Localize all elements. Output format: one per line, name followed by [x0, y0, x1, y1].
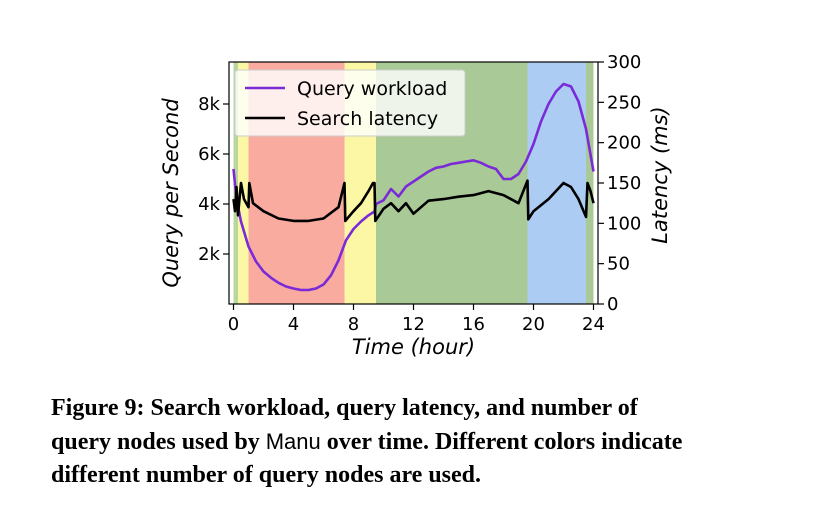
- x-tick-label: 16: [462, 314, 485, 335]
- right-y-tick-label: 250: [607, 92, 641, 113]
- right-y-axis-label: Latency (ms): [648, 106, 672, 243]
- x-axis: 0 4 8 12 16 20 24: [228, 304, 605, 335]
- left-y-tick-label: 4k: [198, 194, 220, 215]
- series-line-query-workload: [232, 82, 595, 292]
- right-y-tick-label: 100: [607, 213, 641, 234]
- left-y-tick-label: 8k: [198, 94, 220, 115]
- right-y-tick-label: 50: [607, 254, 630, 275]
- legend-box: [234, 69, 466, 137]
- right-y-tick-label: 300: [607, 52, 641, 73]
- right-y-tick-label: 150: [607, 173, 641, 194]
- x-tick-label: 0: [228, 314, 239, 335]
- caption-line-3: different number of query nodes are used…: [51, 462, 482, 488]
- left-y-tick-label: 2k: [198, 244, 220, 265]
- right-y-tick-label: 0: [607, 294, 618, 315]
- x-tick-label: 20: [522, 314, 545, 335]
- x-axis-label: Time (hour): [352, 335, 475, 359]
- system-name: Manu: [265, 429, 321, 454]
- left-y-axis: 2k 4k 6k 8k: [198, 94, 229, 265]
- legend-label-search-latency: Search latency: [297, 108, 438, 130]
- right-y-tick-label: 200: [607, 133, 641, 154]
- series-line-search-latency: [232, 179, 595, 223]
- caption-line-2-pre: query nodes used by: [51, 429, 266, 455]
- legend: Query workload Search latency: [234, 69, 466, 137]
- x-tick-label: 4: [288, 314, 299, 335]
- band-5: [527, 62, 586, 304]
- left-y-axis-label: Query per Second: [159, 98, 183, 288]
- caption-line-2-post: over time. Different colors indicate: [320, 429, 683, 455]
- x-tick-label: 8: [348, 314, 359, 335]
- band-6: [586, 62, 594, 304]
- right-y-axis: 0 50 100 150 200 250 300: [598, 52, 641, 315]
- left-y-tick-label: 6k: [198, 144, 220, 165]
- caption-line-1: Figure 9: Search workload, query latency…: [51, 395, 638, 421]
- band-1: [238, 62, 249, 304]
- x-tick-label: 24: [582, 314, 605, 335]
- figure-caption: Figure 9: Search workload, query latency…: [51, 392, 786, 492]
- x-tick-label: 12: [402, 314, 425, 335]
- legend-label-query-workload: Query workload: [297, 78, 447, 100]
- series-layer: [232, 82, 595, 292]
- background-bands: [233, 62, 594, 304]
